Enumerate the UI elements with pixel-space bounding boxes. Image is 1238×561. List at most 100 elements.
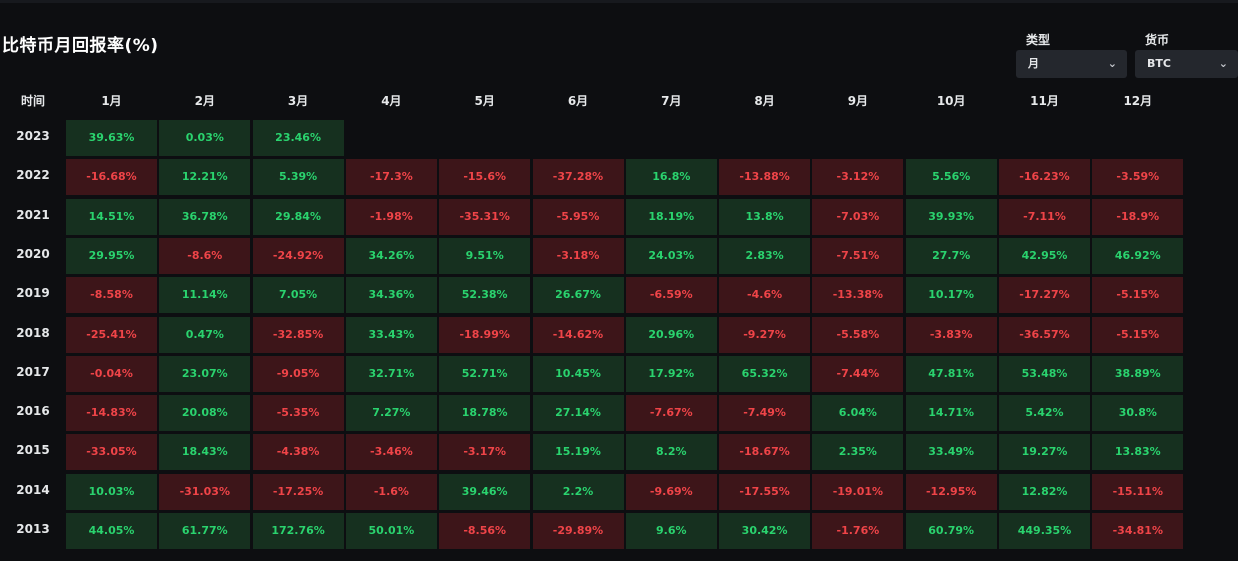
heatmap-cell: -37.28% <box>532 159 624 196</box>
heatmap-cell: 2.2% <box>532 473 624 510</box>
heatmap-cell: 13.8% <box>719 198 811 235</box>
row-year-label: 2022 <box>16 168 50 183</box>
row-year-label: 2021 <box>16 207 50 222</box>
heatmap-cell: 20.96% <box>625 316 717 353</box>
heatmap-cell: 8.2% <box>625 434 717 471</box>
heatmap-cell: 0.47% <box>159 316 251 353</box>
heatmap-cell: 14.51% <box>66 198 157 235</box>
column-header-month: 4月 <box>381 94 402 108</box>
column-header-month: 5月 <box>474 94 495 108</box>
heatmap-cell: -7.44% <box>812 355 904 392</box>
row-year-label: 2017 <box>16 364 50 379</box>
heatmap-cell: 53.48% <box>999 355 1090 392</box>
heatmap-cell: -33.05% <box>66 434 157 471</box>
heatmap-cell: -17.3% <box>345 159 437 196</box>
heatmap-cell: -34.81% <box>1092 513 1184 549</box>
heatmap-cell: -17.27% <box>999 277 1090 314</box>
heatmap-cell: 39.46% <box>439 473 531 510</box>
heatmap-cell: -3.18% <box>532 237 624 274</box>
heatmap-cell: -16.23% <box>999 159 1090 196</box>
type-select-value: 月 <box>1028 57 1039 70</box>
heatmap-cell: -3.59% <box>1092 159 1184 196</box>
heatmap-cell: 24.03% <box>625 237 717 274</box>
heatmap-cell: -24.92% <box>252 237 344 274</box>
heatmap-cell: 18.43% <box>159 434 251 471</box>
heatmap-cell: 39.93% <box>905 198 997 235</box>
column-header-month: 7月 <box>661 94 682 108</box>
heatmap-cell: 172.76% <box>252 513 344 549</box>
row-year-label: 2014 <box>16 482 50 497</box>
heatmap-cell: 33.49% <box>905 434 997 471</box>
heatmap-cell: -8.6% <box>159 237 251 274</box>
column-header-month: 10月 <box>936 94 966 108</box>
currency-select[interactable]: BTC ⌄ <box>1135 50 1238 78</box>
heatmap-cell: 5.39% <box>252 159 344 196</box>
column-header-month: 9月 <box>847 94 869 108</box>
heatmap-cell: 5.56% <box>905 159 997 196</box>
heatmap-cell: 44.05% <box>66 513 157 549</box>
heatmap-cell: 10.45% <box>532 355 624 392</box>
heatmap-cell: -0.04% <box>66 355 157 392</box>
heatmap-cell: -9.27% <box>719 316 811 353</box>
heatmap-cell: -29.89% <box>532 513 624 549</box>
heatmap-cell: 39.63% <box>66 120 157 156</box>
heatmap-cell: 12.21% <box>159 159 251 196</box>
heatmap-cell: 13.83% <box>1092 434 1184 471</box>
heatmap-cell: -3.46% <box>345 434 437 471</box>
row-year-label: 2016 <box>16 404 50 419</box>
heatmap-cell: -5.15% <box>1092 316 1184 353</box>
heatmap-cell: -5.15% <box>1092 277 1184 314</box>
heatmap-cell: -7.51% <box>812 237 904 274</box>
heatmap-cell: 32.71% <box>345 355 437 392</box>
heatmap-cell: 61.77% <box>159 513 251 549</box>
heatmap-cell: -18.9% <box>1092 198 1184 235</box>
heatmap-cell: -9.69% <box>625 473 717 510</box>
heatmap-cell: 47.81% <box>905 355 997 392</box>
heatmap-cell: 46.92% <box>1092 237 1184 274</box>
heatmap-cell: 23.46% <box>252 120 344 156</box>
heatmap-cell: 11.14% <box>159 277 251 314</box>
heatmap-cell: 0.03% <box>159 120 251 156</box>
heatmap-cell: 18.19% <box>625 198 717 235</box>
heatmap-cell: -7.11% <box>999 198 1090 235</box>
heatmap-cell: 27.14% <box>532 395 624 432</box>
column-header-month: 8月 <box>754 94 775 108</box>
heatmap-cell: 52.71% <box>439 355 531 392</box>
heatmap-cell: 2.35% <box>812 434 904 471</box>
heatmap-cell: -6.59% <box>625 277 717 314</box>
column-header-month: 6月 <box>567 94 589 108</box>
row-year-label: 2020 <box>16 246 50 261</box>
heatmap-cell: -16.68% <box>66 159 157 196</box>
heatmap-cell: -7.49% <box>719 395 811 432</box>
heatmap-cell: 27.7% <box>905 237 997 274</box>
heatmap-cell: 29.84% <box>252 198 344 235</box>
row-year-label: 2019 <box>16 286 50 301</box>
heatmap-cell: -15.6% <box>439 159 531 196</box>
heatmap-cell: -8.56% <box>439 513 531 549</box>
heatmap-cell: -17.55% <box>719 473 811 510</box>
heatmap-cell: -31.03% <box>159 473 251 510</box>
heatmap-cell: -5.35% <box>252 395 344 432</box>
column-header-month: 2月 <box>194 94 215 108</box>
currency-select-value: BTC <box>1147 57 1171 70</box>
type-select[interactable]: 月 ⌄ <box>1016 50 1127 78</box>
heatmap-cell: 449.35% <box>999 513 1090 549</box>
heatmap-cell: 18.78% <box>439 395 531 432</box>
heatmap-cell: 15.19% <box>532 434 624 471</box>
heatmap-cell: 36.78% <box>159 198 251 235</box>
top-divider <box>0 0 1238 3</box>
heatmap-cell: 38.89% <box>1092 355 1184 392</box>
heatmap-cell: 19.27% <box>999 434 1090 471</box>
row-year-label: 2023 <box>16 129 50 143</box>
column-header-month: 11月 <box>1030 94 1059 108</box>
heatmap-cell: -14.83% <box>66 395 157 432</box>
heatmap-cell: -8.58% <box>66 277 157 314</box>
heatmap-cell: 7.27% <box>345 395 437 432</box>
currency-label: 货币 <box>1145 33 1170 47</box>
column-header-month: 3月 <box>287 94 309 108</box>
heatmap-cell: 10.17% <box>905 277 997 314</box>
heatmap-cell: -1.76% <box>812 513 904 549</box>
heatmap-cell: -18.99% <box>439 316 531 353</box>
column-header-time: 时间 <box>20 94 45 108</box>
heatmap-cell: -4.6% <box>719 277 811 314</box>
